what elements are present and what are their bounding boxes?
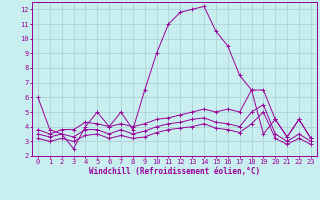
X-axis label: Windchill (Refroidissement éolien,°C): Windchill (Refroidissement éolien,°C) [89, 167, 260, 176]
